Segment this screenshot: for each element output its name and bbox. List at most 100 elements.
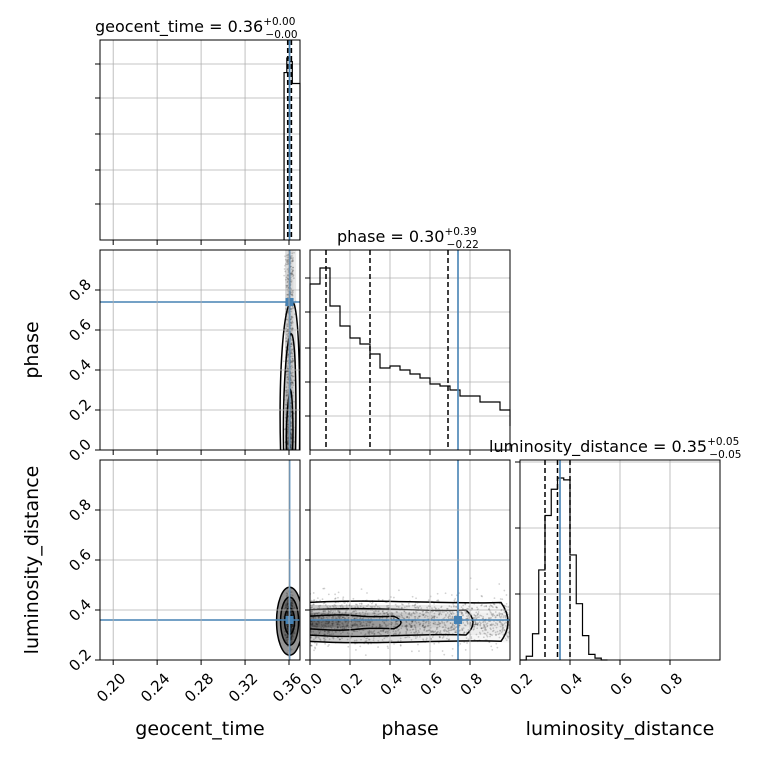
- density-cell: [380, 627, 390, 635]
- sample-point: [283, 428, 286, 431]
- sample-point: [286, 612, 289, 615]
- sample-point: [367, 621, 370, 624]
- sample-point: [501, 627, 504, 629]
- sample-point: [476, 614, 479, 617]
- sample-point: [452, 623, 454, 626]
- x-tick-label: 0.6: [607, 670, 637, 700]
- sample-point: [322, 616, 325, 619]
- sample-point: [410, 625, 412, 628]
- sample-point: [386, 630, 388, 633]
- sample-point: [291, 371, 294, 374]
- sample-point: [498, 613, 501, 616]
- density-cell: [470, 605, 480, 613]
- sample-point: [284, 634, 287, 637]
- sample-point: [478, 621, 481, 623]
- sample-point: [505, 602, 508, 605]
- sample-point: [466, 621, 469, 624]
- sample-point: [284, 270, 287, 273]
- sample-point: [351, 633, 354, 635]
- sample-point: [378, 624, 381, 626]
- sample-point: [291, 328, 293, 330]
- sample-point: [432, 630, 435, 633]
- sample-point: [413, 604, 416, 607]
- sample-point: [395, 605, 398, 608]
- sample-point: [422, 614, 425, 617]
- sample-point: [290, 613, 293, 616]
- density-cell: [440, 627, 450, 635]
- sample-point: [290, 636, 292, 639]
- sample-point: [354, 622, 357, 625]
- sample-point: [287, 389, 289, 391]
- sample-point: [393, 643, 395, 645]
- sample-point: [378, 606, 381, 609]
- sample-point: [386, 605, 388, 607]
- sample-point: [337, 596, 339, 599]
- x-ticks-luminosity_distance: 0.2 0.4 0.6 0.8: [507, 660, 686, 700]
- sample-point: [285, 340, 288, 343]
- sample-point: [311, 606, 313, 608]
- sample-point: [315, 612, 318, 615]
- sample-point: [286, 281, 289, 284]
- sample-point: [411, 626, 413, 628]
- sample-point: [441, 626, 444, 629]
- sample-point: [372, 631, 375, 633]
- sample-point: [483, 624, 486, 627]
- sample-point: [289, 343, 292, 346]
- sample-point: [365, 622, 368, 625]
- sample-point: [366, 637, 369, 639]
- sample-point: [405, 621, 408, 624]
- sample-point: [411, 628, 414, 631]
- sample-point: [483, 626, 486, 629]
- sample-point: [290, 293, 293, 296]
- sample-point: [462, 614, 465, 616]
- sample-point: [397, 629, 399, 632]
- sample-point: [416, 635, 419, 638]
- sample-point: [432, 631, 434, 634]
- sample-point: [503, 614, 505, 617]
- sample-point: [452, 628, 455, 631]
- sample-point: [291, 290, 294, 292]
- sample-point: [495, 626, 498, 629]
- sample-point: [343, 627, 346, 630]
- sample-point: [286, 611, 289, 614]
- sample-point: [388, 629, 391, 632]
- sample-point: [327, 630, 329, 633]
- sample-point: [483, 632, 486, 635]
- y-ticks-density: [305, 277, 310, 417]
- sample-point: [290, 276, 292, 279]
- sample-point: [396, 611, 399, 614]
- density-cell: [410, 620, 420, 628]
- sample-point: [501, 630, 504, 632]
- sample-point: [347, 616, 350, 619]
- density-cell: [400, 612, 410, 620]
- sample-point: [451, 625, 453, 628]
- density-cell: [450, 605, 460, 613]
- sample-point: [446, 607, 448, 610]
- sample-point: [285, 391, 288, 394]
- sample-point: [381, 624, 383, 627]
- sample-point: [447, 627, 450, 629]
- sample-point: [290, 324, 293, 327]
- sample-point: [410, 638, 413, 641]
- sample-point: [385, 624, 388, 627]
- sample-point: [394, 630, 397, 633]
- sample-point: [285, 327, 287, 330]
- sample-point: [343, 617, 346, 620]
- sample-point: [286, 285, 289, 287]
- sample-point: [290, 360, 293, 362]
- sample-point: [286, 602, 289, 604]
- sample-point: [378, 632, 381, 635]
- sample-point: [475, 615, 477, 617]
- sample-point: [314, 617, 317, 619]
- sample-point: [328, 638, 331, 641]
- sample-point: [285, 614, 288, 616]
- sample-point: [324, 610, 327, 613]
- sample-point: [502, 623, 505, 626]
- sample-point: [416, 606, 419, 608]
- sample-point: [323, 630, 326, 633]
- sample-point: [507, 631, 509, 634]
- density-cell: [410, 612, 420, 620]
- sample-point: [467, 607, 470, 610]
- density-cell: [360, 627, 370, 635]
- sample-point: [501, 625, 504, 627]
